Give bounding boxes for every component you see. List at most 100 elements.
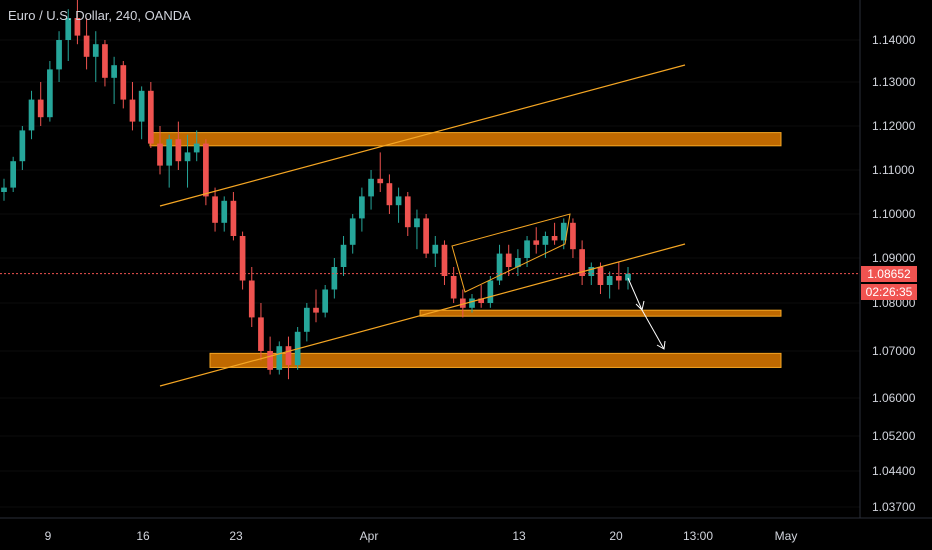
- candle-body: [212, 196, 218, 223]
- candle-body: [129, 99, 136, 122]
- candle-body: [221, 200, 228, 223]
- candle-body: [157, 143, 163, 166]
- price-tick-label: 1.05200: [872, 429, 916, 443]
- chart-title: Euro / U.S. Dollar, 240, OANDA: [8, 8, 191, 23]
- time-tick-label: Apr: [360, 529, 379, 543]
- candle-body: [56, 40, 62, 70]
- bar-countdown-label: 02:26:35: [861, 283, 917, 300]
- candle-body: [588, 267, 595, 276]
- candle-body: [313, 307, 319, 313]
- candle-body: [597, 267, 604, 285]
- candle-body: [65, 18, 72, 40]
- candle-body: [19, 130, 26, 162]
- candle-body: [368, 178, 374, 197]
- candle-body: [239, 236, 246, 281]
- candle-body: [625, 273, 631, 281]
- candle-body: [193, 143, 200, 153]
- candle-body: [404, 196, 411, 228]
- price-tick-label: 1.06000: [872, 391, 916, 405]
- candle-body: [322, 289, 329, 313]
- candle-body: [184, 152, 191, 162]
- rising-wedge[interactable]: [451, 213, 571, 293]
- drawings: [159, 64, 686, 387]
- grid: [0, 39, 860, 508]
- candle-body: [349, 218, 356, 245]
- candle-body: [175, 139, 182, 162]
- zone-rect[interactable]: [149, 132, 782, 147]
- time-tick-label: 9: [45, 529, 52, 543]
- candle-body: [551, 236, 558, 241]
- candle-body: [459, 298, 466, 308]
- candle-body: [285, 346, 292, 366]
- candle-body: [524, 240, 530, 258]
- price-tick-label: 1.03700: [872, 500, 916, 514]
- channel-lower-line[interactable]: [159, 243, 686, 387]
- candle-body: [166, 139, 173, 166]
- arrow-shaft-2[interactable]: [641, 309, 665, 350]
- candle-body: [606, 276, 613, 285]
- candle-body: [47, 69, 53, 118]
- arrow-head-2[interactable]: [656, 340, 666, 350]
- candle-body: [258, 317, 264, 351]
- candle-body: [533, 240, 540, 245]
- candle-body: [515, 258, 521, 267]
- candle-body: [138, 90, 145, 122]
- candle-body: [267, 351, 273, 370]
- candle-body: [386, 183, 393, 206]
- time-tick-label: 16: [136, 529, 150, 543]
- candle-body: [469, 298, 475, 308]
- price-axis[interactable]: 1.14000 1.13000 1.12000 1.11000 1.10000 1.090…: [872, 33, 916, 514]
- channel-upper-line[interactable]: [159, 64, 686, 207]
- candle-body: [37, 99, 44, 118]
- candle-body: [359, 196, 365, 219]
- price-tick-label: 1.12000: [872, 119, 916, 133]
- candle-body: [230, 200, 237, 236]
- candle-body: [10, 161, 17, 188]
- candle-body: [340, 244, 347, 267]
- candle-body: [478, 298, 485, 303]
- price-tick-label: 1.10000: [872, 207, 916, 221]
- candle-body: [615, 276, 622, 281]
- candle-body: [377, 178, 384, 184]
- current-price-label: 1.08652: [861, 265, 917, 282]
- price-tick-label: 1.11000: [872, 163, 915, 177]
- candles: [1, 0, 631, 380]
- candle-body: [331, 267, 338, 290]
- price-tick-label: 1.14000: [872, 33, 916, 47]
- price-tick-label: 1.04400: [872, 464, 916, 478]
- zone-rect[interactable]: [419, 309, 782, 317]
- time-tick-label: May: [775, 529, 798, 543]
- time-tick-label: 23: [229, 529, 243, 543]
- candle-body: [1, 187, 7, 192]
- price-tick-label: 1.07000: [872, 344, 916, 358]
- candle-body: [248, 280, 255, 318]
- candle-body: [92, 44, 99, 57]
- candle-body: [505, 253, 512, 267]
- time-axis[interactable]: 9 16 23 Apr 13 20 13:00 May: [45, 529, 798, 543]
- candle-body: [147, 90, 154, 144]
- candle-body: [74, 18, 81, 36]
- price-tick-label: 1.13000: [872, 75, 916, 89]
- candle-body: [487, 280, 494, 303]
- candle-body: [570, 222, 576, 250]
- candle-body: [276, 346, 283, 370]
- candle-body: [450, 276, 457, 299]
- zone-rect[interactable]: [209, 352, 782, 368]
- time-tick-label: 20: [609, 529, 623, 543]
- candle-body: [203, 143, 209, 197]
- candle-body: [120, 65, 127, 100]
- candle-body: [542, 236, 549, 245]
- arrow-shaft-1[interactable]: [627, 277, 643, 311]
- price-tick-label: 1.09000: [872, 251, 916, 265]
- candle-body: [111, 65, 117, 78]
- candle-body: [102, 44, 108, 78]
- time-tick-label: 13: [512, 529, 526, 543]
- candle-body: [83, 35, 90, 57]
- candle-body: [28, 99, 35, 131]
- candle-body: [579, 249, 585, 276]
- candle-body: [303, 307, 310, 332]
- candle-body: [496, 253, 503, 281]
- candle-body: [441, 244, 448, 276]
